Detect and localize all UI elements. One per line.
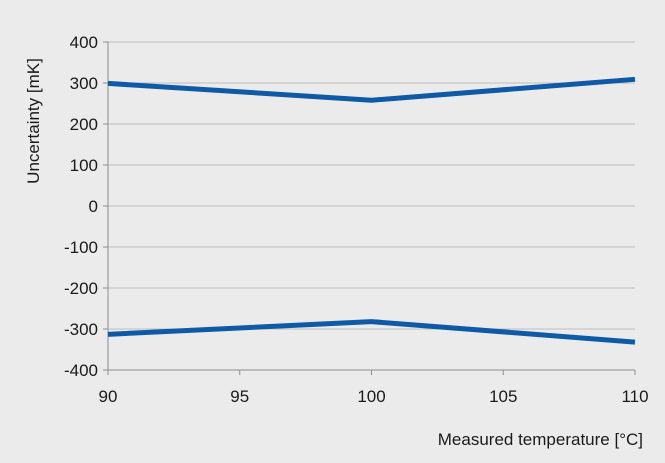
y-tick-label: -100 xyxy=(64,238,98,257)
y-tick-label: -400 xyxy=(64,361,98,380)
x-tick-label: 105 xyxy=(489,387,517,406)
y-tick-label: 200 xyxy=(70,115,98,134)
y-axis-label: Uncertainty [mK] xyxy=(24,58,43,184)
y-tick-label: -300 xyxy=(64,320,98,339)
x-tick-labels: 90 95 100 105 110 xyxy=(99,387,649,406)
grid-lines xyxy=(108,41,635,330)
y-tick-label: 0 xyxy=(89,197,98,216)
x-tick-label: 95 xyxy=(230,387,249,406)
x-tick-label: 90 xyxy=(99,387,118,406)
data-series xyxy=(107,76,636,345)
y-tick-label: 400 xyxy=(70,33,98,52)
series-line-1 xyxy=(107,76,636,103)
y-tick-labels: 400 300 200 100 0 -100 -200 -300 -400 xyxy=(64,33,98,380)
y-tick-label: 300 xyxy=(70,74,98,93)
x-tick-label: 100 xyxy=(357,387,385,406)
y-tick-label: -200 xyxy=(64,279,98,298)
x-axis-label: Measured temperature [°C] xyxy=(438,430,643,449)
series-line-2 xyxy=(107,319,636,345)
y-tick-label: 100 xyxy=(70,156,98,175)
axes xyxy=(103,41,636,375)
x-tick-label: 110 xyxy=(621,387,648,406)
